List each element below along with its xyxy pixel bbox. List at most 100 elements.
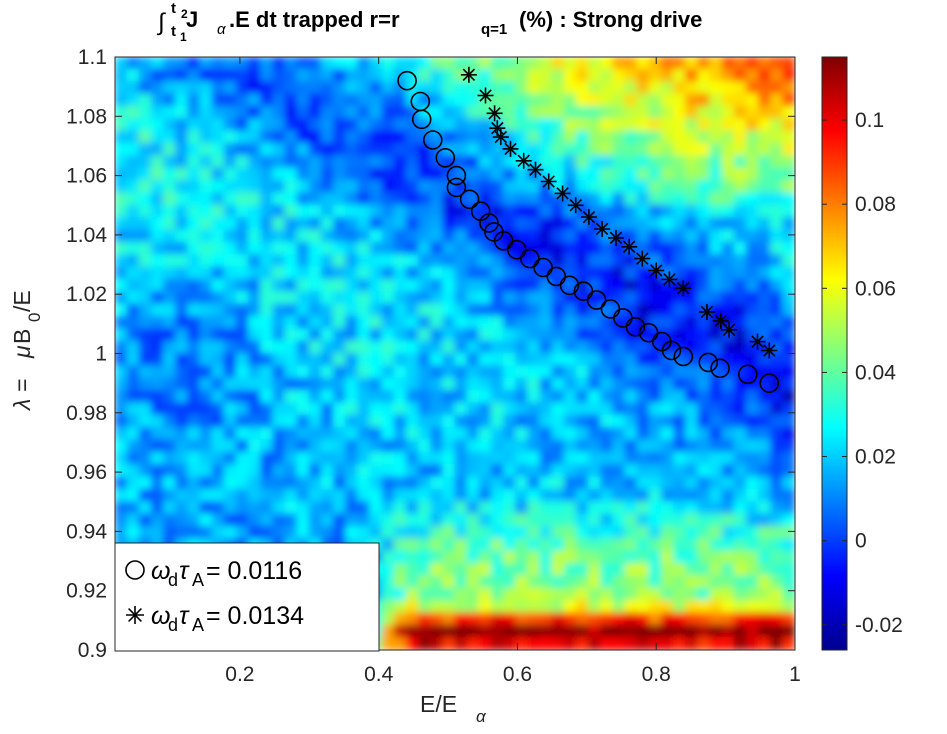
heatmap-cell <box>248 353 262 367</box>
heatmap-cell <box>175 217 189 231</box>
heatmap-cell <box>150 155 165 169</box>
heatmap-cell <box>539 427 553 441</box>
heatmap-cell <box>612 513 626 527</box>
heatmap-cell <box>430 68 444 83</box>
heatmap-cell <box>138 192 152 206</box>
heatmap-cell <box>770 266 784 280</box>
heatmap-cell <box>770 155 784 169</box>
heatmap-cell <box>405 328 420 342</box>
heatmap-cell <box>551 600 565 614</box>
heatmap-cell <box>284 167 298 182</box>
heatmap-cell <box>223 488 237 503</box>
heatmap-cell <box>624 229 638 243</box>
heatmap-cell <box>685 451 699 466</box>
heatmap-cell <box>721 390 735 404</box>
heatmap-cell <box>175 180 189 194</box>
heatmap-cell <box>503 624 517 639</box>
heatmap-cell <box>685 476 699 490</box>
heatmap-cell <box>685 229 699 243</box>
heatmap-cell <box>563 315 577 330</box>
heatmap-cell <box>575 390 590 404</box>
heatmap-cell <box>211 68 225 83</box>
heatmap-cell <box>551 525 565 540</box>
heatmap-cell <box>478 68 492 83</box>
heatmap-cell <box>551 315 565 330</box>
heatmap-cell <box>673 563 687 577</box>
heatmap-cell <box>393 278 407 293</box>
y-tick-label: 0.98 <box>66 402 107 425</box>
heatmap-cell <box>745 93 760 107</box>
heatmap-cell <box>539 637 553 650</box>
heatmap-cell <box>345 365 359 379</box>
heatmap-cell <box>187 105 201 120</box>
heatmap-cell <box>223 217 237 231</box>
heatmap-cell <box>223 93 237 107</box>
heatmap-cell <box>393 241 407 256</box>
heatmap-cell <box>563 501 577 515</box>
heatmap-cell <box>648 550 662 565</box>
heatmap-cell <box>551 563 565 577</box>
heatmap-cell <box>612 427 626 441</box>
heatmap-cell <box>490 563 505 577</box>
heatmap-cell <box>648 217 662 231</box>
heatmap-cell <box>405 93 420 107</box>
heatmap-cell <box>199 118 213 132</box>
heatmap-cell <box>721 377 735 392</box>
heatmap-cell <box>721 142 735 157</box>
heatmap-cell <box>308 68 322 83</box>
heatmap-cell <box>115 353 128 367</box>
heatmap-cell <box>320 377 335 392</box>
heatmap-cell <box>430 550 444 565</box>
heatmap-cell <box>320 105 335 120</box>
heatmap-cell <box>612 525 626 540</box>
heatmap-cell <box>393 155 407 169</box>
heatmap-cell <box>490 575 505 589</box>
heatmap-cell <box>284 414 298 429</box>
heatmap-cell <box>709 217 723 231</box>
heatmap-cell <box>612 57 626 70</box>
heatmap-cell <box>211 81 225 95</box>
heatmap-cell <box>405 377 420 392</box>
heatmap-cell <box>648 451 662 466</box>
heatmap-cell <box>588 390 602 404</box>
heatmap-cell <box>308 513 322 527</box>
heatmap-cell <box>770 93 784 107</box>
heatmap-cell <box>527 402 541 416</box>
heatmap-cell <box>709 57 723 70</box>
heatmap-cell <box>660 414 675 429</box>
heatmap-cell <box>733 93 747 107</box>
heatmap-cell <box>430 192 444 206</box>
heatmap-cell <box>235 365 250 379</box>
heatmap-cell <box>138 254 152 268</box>
asterisk-marker <box>527 161 544 178</box>
heatmap-cell <box>248 488 262 503</box>
asterisk-marker <box>486 105 503 122</box>
heatmap-cell <box>685 612 699 626</box>
heatmap-cell <box>393 81 407 95</box>
heatmap-cell <box>308 180 322 194</box>
heatmap-cell <box>405 476 420 490</box>
heatmap-cell <box>490 624 505 639</box>
heatmap-cell <box>782 439 795 453</box>
heatmap-cell <box>600 266 614 280</box>
heatmap-cell <box>697 624 711 639</box>
heatmap-cell <box>320 68 335 83</box>
asterisk-stroke <box>128 608 142 622</box>
heatmap-cell <box>211 57 225 70</box>
heatmap-cell <box>187 525 201 540</box>
heatmap-cell <box>527 340 541 354</box>
heatmap-cell <box>697 575 711 589</box>
heatmap-cell <box>624 291 638 305</box>
heatmap-cell <box>393 315 407 330</box>
heatmap-cell <box>709 192 723 206</box>
heatmap-cell <box>563 402 577 416</box>
heatmap-cell <box>296 180 310 194</box>
heatmap-cell <box>405 427 420 441</box>
heatmap-cell <box>369 180 383 194</box>
heatmap-cell <box>539 278 553 293</box>
heatmap-cell <box>478 550 492 565</box>
heatmap-cell <box>612 278 626 293</box>
heatmap-cell <box>697 550 711 565</box>
heatmap-cell <box>454 266 468 280</box>
heatmap-cell <box>393 180 407 194</box>
